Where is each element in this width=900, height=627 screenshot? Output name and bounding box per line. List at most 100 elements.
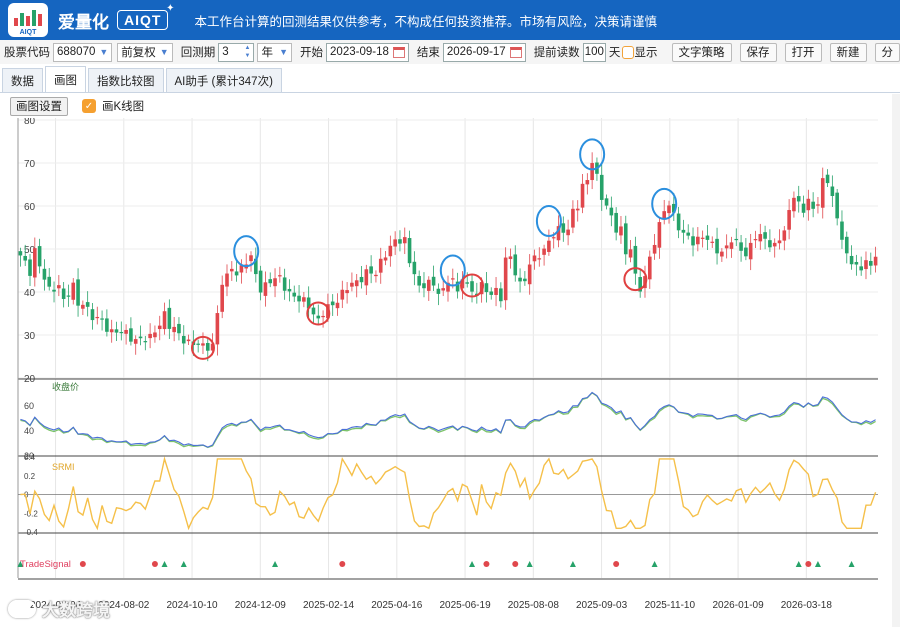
candle-body bbox=[724, 245, 729, 249]
trade-signal-marker bbox=[569, 561, 576, 567]
candle-body bbox=[124, 329, 128, 334]
candle-body bbox=[796, 196, 801, 202]
candle-body bbox=[801, 203, 806, 213]
period-label: 回测期 bbox=[180, 47, 216, 59]
chevron-down-icon: ▼ bbox=[99, 47, 109, 57]
candle-body bbox=[547, 240, 551, 252]
candle-body bbox=[340, 289, 345, 300]
candle-body bbox=[326, 304, 330, 319]
stock-code-select[interactable]: 688070 ▼ bbox=[53, 42, 113, 62]
period-unit-select[interactable]: 年 ▼ bbox=[257, 42, 293, 62]
candle-body bbox=[465, 282, 470, 284]
price-y-tick: 60 bbox=[24, 202, 36, 213]
kline-checkbox[interactable]: ✓ bbox=[82, 99, 96, 113]
srmi-line bbox=[20, 456, 877, 531]
sell-marker-circle bbox=[439, 254, 466, 287]
close-ma-line bbox=[20, 391, 876, 449]
preread-label: 提前读数 bbox=[533, 47, 580, 59]
trade-signal-marker bbox=[805, 561, 812, 567]
tab-chart[interactable]: 画图 bbox=[45, 66, 86, 92]
start-date-value: 2023-09-18 bbox=[330, 46, 389, 58]
candle-body bbox=[52, 289, 56, 292]
sell-marker-circle bbox=[535, 205, 562, 238]
candle-body bbox=[278, 275, 282, 277]
candle-body bbox=[71, 282, 76, 300]
save-button[interactable]: 保存 bbox=[739, 42, 777, 62]
candle-body bbox=[566, 229, 570, 236]
candle-body bbox=[345, 290, 349, 294]
candle-body bbox=[806, 198, 811, 211]
calendar-icon[interactable] bbox=[392, 46, 405, 58]
candle-body bbox=[196, 343, 200, 345]
text-strategy-button[interactable]: 文字策略 bbox=[671, 42, 732, 62]
candle-body bbox=[225, 273, 229, 287]
candle-body bbox=[66, 295, 71, 297]
candle-body bbox=[263, 282, 268, 296]
tab-data[interactable]: 数据 bbox=[2, 68, 43, 92]
srmi-y-tick: 0 bbox=[24, 491, 29, 500]
candle-body bbox=[37, 246, 42, 267]
candle-body bbox=[205, 342, 210, 351]
day-label: 天 bbox=[608, 47, 621, 59]
share-button[interactable]: 分 bbox=[874, 42, 900, 62]
candle-body bbox=[820, 178, 825, 208]
candle-body bbox=[422, 283, 426, 289]
candle-body bbox=[527, 264, 532, 285]
stepper-arrows-icon[interactable]: ▲ ▼ bbox=[244, 45, 251, 59]
candle-body bbox=[402, 237, 407, 244]
trade-signal-marker bbox=[161, 561, 168, 567]
candle-body bbox=[638, 277, 642, 292]
candle-body bbox=[556, 226, 561, 241]
candle-body bbox=[350, 282, 354, 287]
candle-body bbox=[42, 268, 47, 280]
app-name: 爱量化 bbox=[58, 12, 109, 32]
candle-body bbox=[696, 236, 700, 245]
candle-body bbox=[825, 174, 830, 184]
trade-signal-marker bbox=[272, 561, 279, 567]
end-date-input[interactable]: 2026-09-17 bbox=[442, 42, 526, 62]
candle-body bbox=[407, 238, 412, 264]
price-y-tick: 40 bbox=[24, 288, 36, 299]
chart-labels: 收盘价 SRMI TradeSignal bbox=[20, 381, 79, 570]
new-button[interactable]: 新建 bbox=[829, 42, 867, 62]
candle-body bbox=[378, 258, 383, 273]
candle-body bbox=[844, 236, 849, 254]
candle-body bbox=[388, 245, 393, 257]
chart-settings-button[interactable]: 画图设置 bbox=[10, 96, 68, 116]
start-date-input[interactable]: 2023-09-18 bbox=[326, 42, 409, 62]
tab-ai-assistant[interactable]: AI助手 (累计347次) bbox=[165, 68, 282, 92]
candle-body bbox=[676, 213, 681, 231]
open-button[interactable]: 打开 bbox=[784, 42, 822, 62]
candle-body bbox=[330, 301, 335, 306]
chart-axes: 2024-06-04 2024-08-02 2024-10-10 2024-12-09… bbox=[17, 118, 878, 611]
brand-badge: AIQT ✦ bbox=[117, 3, 174, 30]
buy-marker-circle bbox=[306, 301, 331, 326]
candle-body bbox=[105, 318, 109, 332]
backtest-toolbar: 股票代码 688070 ▼ 前复权 ▼ 回测期 3 ▲ ▼ 年 ▼ 开始 2023-09-… bbox=[0, 40, 900, 64]
app-header: AIQT 爱量化 AIQT ✦ 本工作台计算的回测结果仅供参考，不构成任何投资推荐… bbox=[0, 0, 900, 40]
candle-body bbox=[816, 204, 820, 206]
adjust-select[interactable]: 前复权 ▼ bbox=[117, 42, 173, 62]
candle-body bbox=[753, 239, 758, 241]
candle-body bbox=[542, 248, 546, 255]
candle-body bbox=[119, 331, 124, 334]
vertical-scrollbar[interactable] bbox=[892, 94, 900, 627]
adjust-value: 前复权 bbox=[121, 47, 156, 59]
price-y-tick: 20 bbox=[24, 374, 36, 385]
candle-body bbox=[758, 234, 763, 242]
tab-index-compare[interactable]: 指数比较图 bbox=[88, 68, 164, 92]
preread-input[interactable]: 100 bbox=[582, 42, 606, 62]
candle-body bbox=[614, 212, 618, 233]
candle-body bbox=[28, 259, 32, 276]
candle-body bbox=[258, 270, 263, 293]
candle-body bbox=[148, 333, 152, 339]
start-label: 开始 bbox=[300, 47, 324, 59]
show-checkbox[interactable] bbox=[622, 45, 634, 59]
stock-chart[interactable]: 2024-06-04 2024-08-02 2024-10-10 2024-12-09… bbox=[0, 118, 892, 627]
trade-signal-marker bbox=[651, 561, 658, 567]
candle-body bbox=[470, 281, 474, 292]
candle-body bbox=[604, 198, 609, 206]
disclaimer-notice: 本工作台计算的回测结果仅供参考，不构成任何投资推荐。市场有风险，决策请谨慎 bbox=[194, 14, 657, 29]
period-stepper[interactable]: 3 ▲ ▼ bbox=[218, 42, 255, 62]
calendar-icon[interactable] bbox=[509, 46, 522, 58]
